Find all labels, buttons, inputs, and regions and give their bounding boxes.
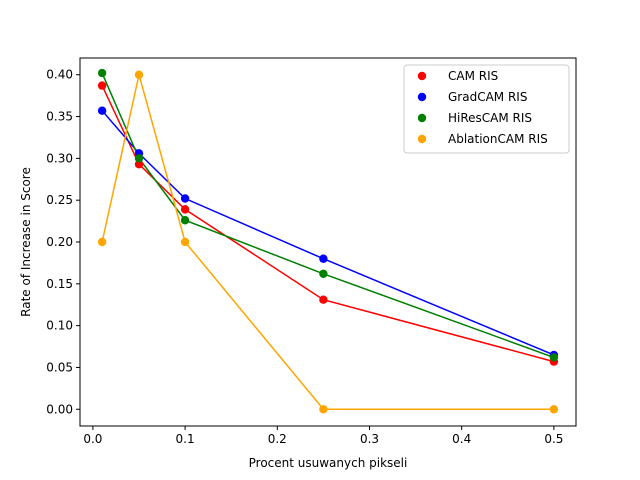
data-point-gradcam-ris: [319, 254, 328, 263]
data-point-hirescam-ris: [180, 216, 190, 225]
data-point-gradcam-ris: [180, 194, 190, 203]
data-point-cam-ris: [97, 81, 107, 90]
data-point-cam-ris: [134, 160, 144, 169]
legend-marker: [417, 71, 427, 81]
x-tick-label: 0.5: [544, 432, 563, 446]
y-tick-label: 0.20: [46, 235, 73, 249]
legend-label: CAM RIS: [448, 69, 498, 83]
x-tick-label: 0.1: [176, 432, 195, 446]
y-tick-label: 0.05: [46, 360, 73, 374]
data-point-ablationcam-ris: [319, 405, 328, 414]
data-point-cam-ris: [180, 205, 190, 214]
data-point-ablationcam-ris: [97, 237, 107, 247]
legend-marker: [417, 113, 427, 123]
data-point-cam-ris: [319, 295, 328, 304]
x-tick-label: 0.3: [360, 432, 379, 446]
x-axis: 0.0 0.1 0.2 0.3 0.4 0.5: [83, 426, 563, 446]
y-tick-label: 0.30: [46, 151, 73, 165]
legend-marker: [417, 134, 427, 144]
data-point-hirescam-ris: [319, 269, 328, 278]
plot-series: [97, 68, 559, 414]
y-tick-label: 0.40: [46, 68, 73, 82]
legend-label: HiResCAM RIS: [448, 111, 532, 125]
y-tick-label: 0.35: [46, 110, 73, 124]
legend-label: AblationCAM RIS: [448, 132, 548, 146]
y-tick-label: 0.00: [46, 402, 73, 416]
x-tick-label: 0.4: [452, 432, 471, 446]
data-point-hirescam-ris: [97, 68, 107, 78]
x-tick-label: 0.0: [83, 432, 102, 446]
data-point-gradcam-ris: [97, 106, 107, 115]
legend: CAM RIS GradCAM RIS HiResCAM RIS AblationCA…: [403, 64, 570, 154]
data-point-hirescam-ris: [134, 154, 144, 163]
y-axis-label: Rate of Increase in Score: [19, 167, 33, 317]
legend-label: GradCAM RIS: [448, 90, 527, 104]
data-point-hirescam-ris: [549, 353, 559, 362]
data-point-ablationcam-ris: [549, 405, 559, 414]
y-axis: 0.00 0.05 0.10 0.15 0.20 0.25 0.30 0.35 0.40: [46, 68, 80, 416]
data-point-ablationcam-ris: [180, 237, 190, 247]
legend-frame: [403, 64, 570, 154]
data-point-ablationcam-ris: [134, 70, 144, 79]
y-tick-label: 0.25: [46, 193, 73, 207]
y-tick-label: 0.15: [46, 277, 73, 291]
x-axis-label: Procent usuwanych pikseli: [249, 456, 408, 470]
y-tick-label: 0.10: [46, 319, 73, 333]
x-tick-label: 0.2: [268, 432, 287, 446]
legend-marker: [417, 92, 427, 102]
